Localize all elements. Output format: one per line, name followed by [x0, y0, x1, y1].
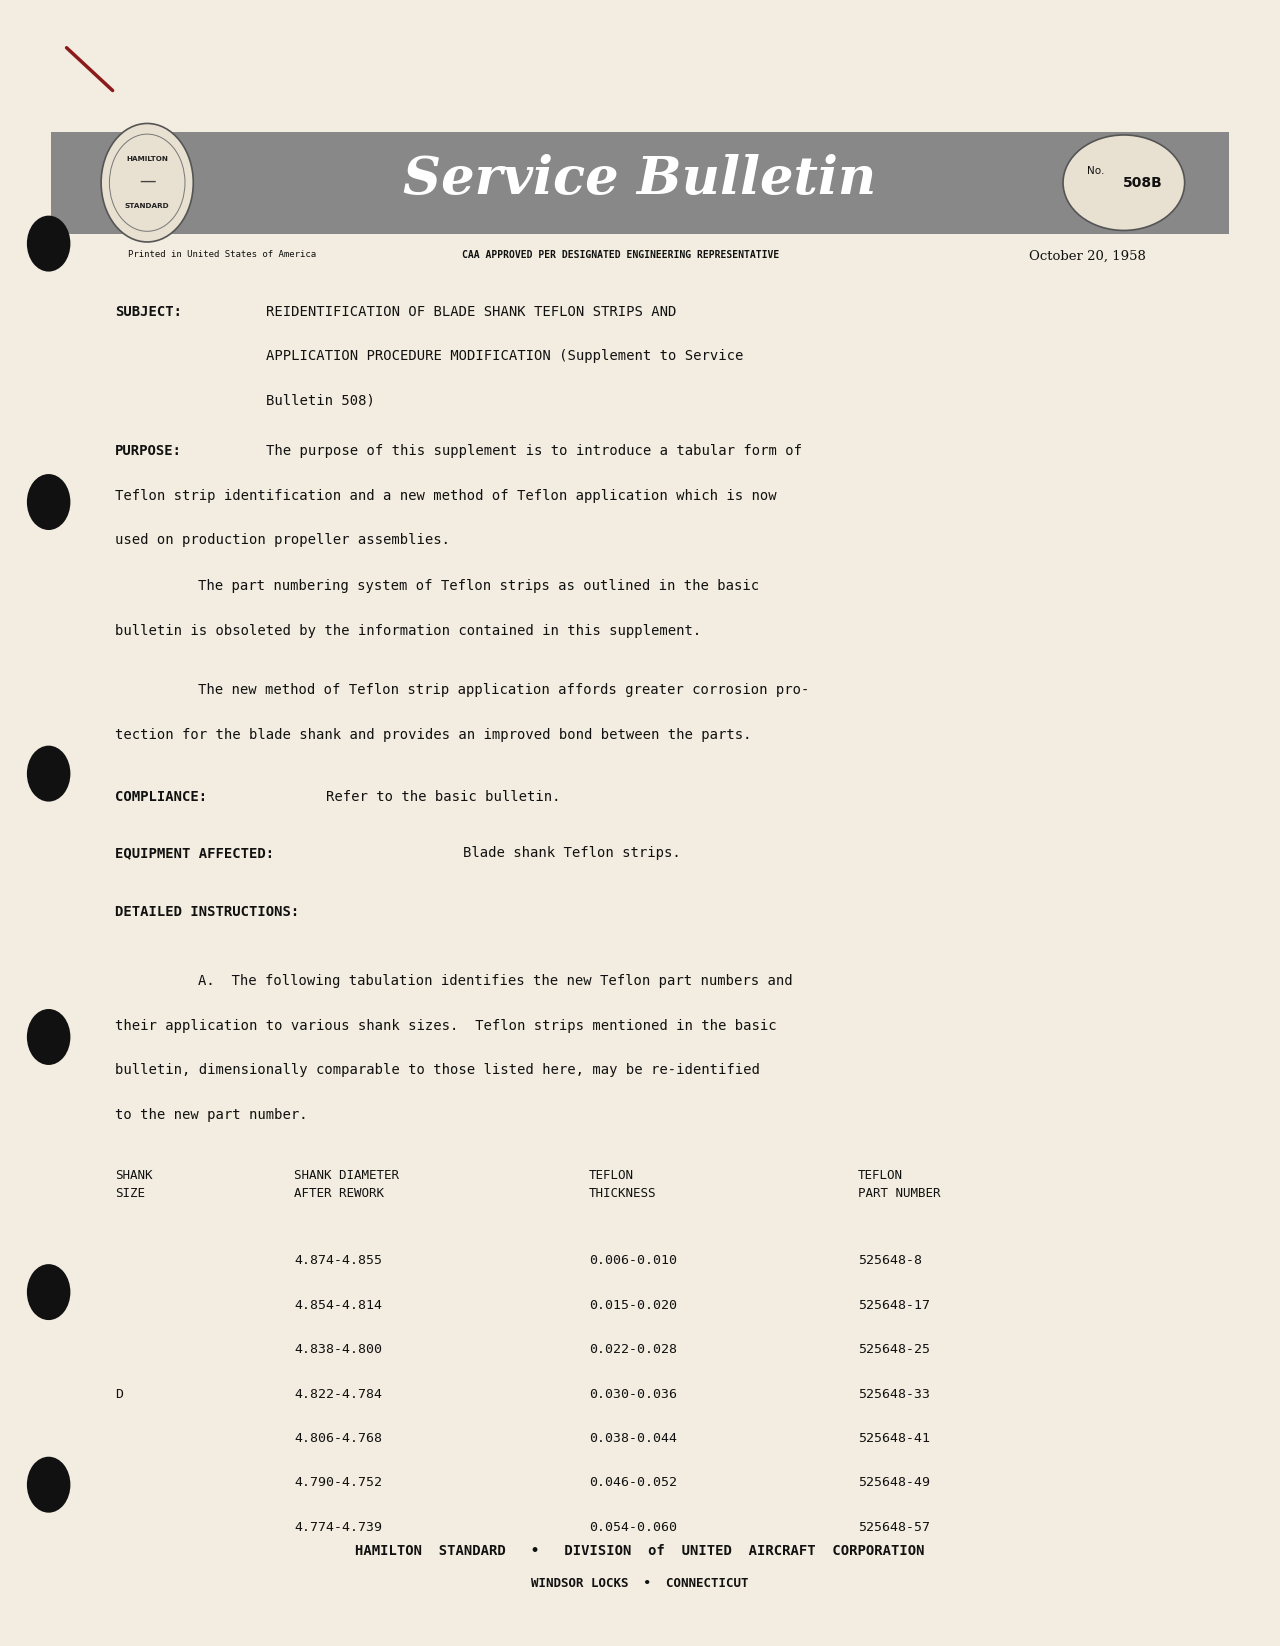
Text: D: D [115, 1388, 123, 1401]
Text: 525648-33: 525648-33 [858, 1388, 929, 1401]
Text: HAMILTON: HAMILTON [127, 156, 168, 161]
Circle shape [27, 1264, 70, 1320]
Text: 0.038-0.044: 0.038-0.044 [589, 1432, 677, 1445]
Text: TEFLON
THICKNESS: TEFLON THICKNESS [589, 1169, 657, 1200]
Text: 4.822-4.784: 4.822-4.784 [294, 1388, 383, 1401]
Text: 4.774-4.739: 4.774-4.739 [294, 1521, 383, 1534]
Bar [51, 132, 1229, 234]
Text: 508B: 508B [1123, 176, 1164, 189]
Text: to the new part number.: to the new part number. [115, 1108, 307, 1123]
Circle shape [27, 1457, 70, 1513]
Text: —: — [140, 173, 155, 189]
Text: Printed in United States of America: Printed in United States of America [128, 250, 316, 258]
Text: 0.022-0.028: 0.022-0.028 [589, 1343, 677, 1356]
Text: 4.806-4.768: 4.806-4.768 [294, 1432, 383, 1445]
Text: STANDARD: STANDARD [125, 204, 169, 209]
Text: 0.006-0.010: 0.006-0.010 [589, 1254, 677, 1267]
Text: Blade shank Teflon strips.: Blade shank Teflon strips. [463, 846, 681, 861]
Text: COMPLIANCE:: COMPLIANCE: [115, 790, 207, 805]
Text: SUBJECT:: SUBJECT: [115, 305, 182, 319]
Text: CAA APPROVED PER DESIGNATED ENGINEERING REPRESENTATIVE: CAA APPROVED PER DESIGNATED ENGINEERING … [462, 250, 780, 260]
Text: Bulletin 508): Bulletin 508) [266, 393, 375, 408]
Text: EQUIPMENT AFFECTED:: EQUIPMENT AFFECTED: [115, 846, 274, 861]
Text: PURPOSE:: PURPOSE: [115, 444, 182, 459]
Text: 0.015-0.020: 0.015-0.020 [589, 1299, 677, 1312]
Circle shape [27, 474, 70, 530]
Text: 0.046-0.052: 0.046-0.052 [589, 1476, 677, 1490]
Text: WINDSOR LOCKS  •  CONNECTICUT: WINDSOR LOCKS • CONNECTICUT [531, 1577, 749, 1590]
Text: their application to various shank sizes.  Teflon strips mentioned in the basic: their application to various shank sizes… [115, 1019, 777, 1034]
Text: 0.030-0.036: 0.030-0.036 [589, 1388, 677, 1401]
Text: 0.054-0.060: 0.054-0.060 [589, 1521, 677, 1534]
Text: APPLICATION PROCEDURE MODIFICATION (Supplement to Service: APPLICATION PROCEDURE MODIFICATION (Supp… [266, 349, 744, 364]
Circle shape [101, 123, 193, 242]
Text: REIDENTIFICATION OF BLADE SHANK TEFLON STRIPS AND: REIDENTIFICATION OF BLADE SHANK TEFLON S… [266, 305, 677, 319]
Text: bulletin, dimensionally comparable to those listed here, may be re-identified: bulletin, dimensionally comparable to th… [115, 1063, 760, 1078]
Text: October 20, 1958: October 20, 1958 [1029, 250, 1146, 263]
Text: The part numbering system of Teflon strips as outlined in the basic: The part numbering system of Teflon stri… [198, 579, 759, 594]
Text: Teflon strip identification and a new method of Teflon application which is now: Teflon strip identification and a new me… [115, 489, 777, 504]
Text: used on production propeller assemblies.: used on production propeller assemblies. [115, 533, 451, 548]
Text: SHANK
SIZE: SHANK SIZE [115, 1169, 152, 1200]
Text: The purpose of this supplement is to introduce a tabular form of: The purpose of this supplement is to int… [266, 444, 803, 459]
Circle shape [27, 216, 70, 272]
Text: 525648-41: 525648-41 [858, 1432, 929, 1445]
Text: 525648-25: 525648-25 [858, 1343, 929, 1356]
Text: bulletin is obsoleted by the information contained in this supplement.: bulletin is obsoleted by the information… [115, 624, 701, 639]
Text: SHANK DIAMETER
AFTER REWORK: SHANK DIAMETER AFTER REWORK [294, 1169, 399, 1200]
Ellipse shape [1062, 135, 1185, 230]
Text: A.  The following tabulation identifies the new Teflon part numbers and: A. The following tabulation identifies t… [198, 974, 794, 989]
Text: 525648-8: 525648-8 [858, 1254, 922, 1267]
Text: Service Bulletin: Service Bulletin [403, 155, 877, 204]
Text: Refer to the basic bulletin.: Refer to the basic bulletin. [326, 790, 561, 805]
Text: 4.838-4.800: 4.838-4.800 [294, 1343, 383, 1356]
Text: tection for the blade shank and provides an improved bond between the parts.: tection for the blade shank and provides… [115, 728, 751, 742]
Text: 525648-49: 525648-49 [858, 1476, 929, 1490]
Text: HAMILTON  STANDARD   •   DIVISION  of  UNITED  AIRCRAFT  CORPORATION: HAMILTON STANDARD • DIVISION of UNITED A… [356, 1544, 924, 1557]
Circle shape [27, 746, 70, 802]
Text: No.: No. [1087, 166, 1105, 176]
Text: DETAILED INSTRUCTIONS:: DETAILED INSTRUCTIONS: [115, 905, 300, 920]
Text: The new method of Teflon strip application affords greater corrosion pro-: The new method of Teflon strip applicati… [198, 683, 810, 698]
Text: 4.854-4.814: 4.854-4.814 [294, 1299, 383, 1312]
Text: 4.874-4.855: 4.874-4.855 [294, 1254, 383, 1267]
Text: 525648-57: 525648-57 [858, 1521, 929, 1534]
Circle shape [27, 1009, 70, 1065]
Text: 525648-17: 525648-17 [858, 1299, 929, 1312]
Text: 4.790-4.752: 4.790-4.752 [294, 1476, 383, 1490]
Text: TEFLON
PART NUMBER: TEFLON PART NUMBER [858, 1169, 940, 1200]
